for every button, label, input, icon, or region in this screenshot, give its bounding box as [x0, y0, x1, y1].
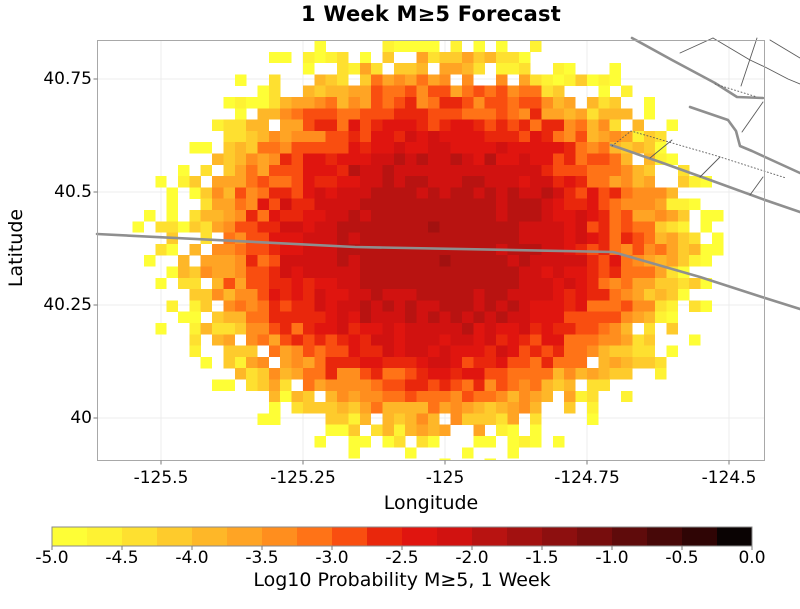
x-tick-label: -124.5 [701, 468, 757, 488]
colorbar-tick-label: -4.5 [105, 548, 139, 568]
plot-frame [97, 40, 765, 461]
y-tick-label: 40.5 [54, 182, 92, 202]
x-axis-label: Longitude [383, 492, 479, 514]
colorbar-tick-label: -0.5 [665, 548, 699, 568]
chart-title: 1 Week M≥5 Forecast [301, 2, 561, 26]
y-tick-label: 40.25 [43, 295, 92, 315]
colorbar-tick-label: -1.5 [525, 548, 559, 568]
colorbar-tick-label: -2.0 [455, 548, 489, 568]
colorbar-tick-label: -1.0 [595, 548, 629, 568]
x-tick-label: -125.5 [133, 468, 189, 488]
colorbar-tick-label: -3.5 [245, 548, 279, 568]
y-tick-label: 40.75 [43, 69, 92, 89]
axis-tick-marks [93, 78, 730, 465]
colorbar-tick-label: -2.5 [385, 548, 419, 568]
y-tick-label: 40 [70, 408, 92, 428]
x-tick-label: -125.25 [270, 468, 336, 488]
colorbar [51, 526, 753, 550]
probability-heatmap-cells [132, 40, 724, 461]
colorbar-tick-label: 0.0 [738, 548, 766, 568]
x-tick-label: -124.75 [554, 468, 620, 488]
x-tick-label: -125 [425, 468, 465, 488]
fault-trace-lines [95, 36, 800, 311]
colorbar-tick-label: -4.0 [175, 548, 209, 568]
colorbar-tick-label: -3.0 [315, 548, 349, 568]
colorbar-tick-label: -5.0 [35, 548, 69, 568]
colorbar-label: Log10 Probability M≥5, 1 Week [253, 569, 551, 591]
y-axis-label: Latitude [5, 208, 27, 288]
